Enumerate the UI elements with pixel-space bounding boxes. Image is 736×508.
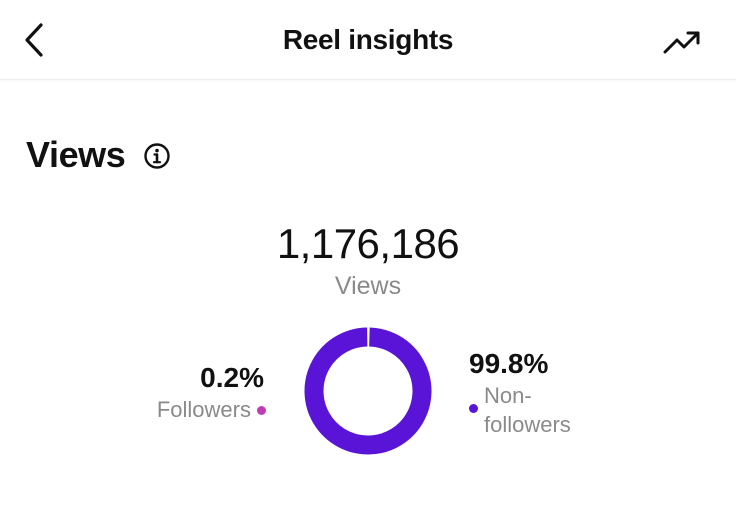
page-title: Reel insights xyxy=(282,24,454,55)
total-views-value: 1,176,186 xyxy=(276,220,460,267)
back-button[interactable] xyxy=(14,18,54,62)
trending-up-icon xyxy=(663,31,700,54)
top-bar: Reel insights xyxy=(0,0,736,80)
non-followers-label: Non-followers xyxy=(484,383,571,437)
chevron-left-icon xyxy=(25,23,43,57)
followers-percentage: 0.2% xyxy=(200,362,264,393)
views-section-title: Views xyxy=(26,134,126,175)
views-donut-chart xyxy=(304,327,432,455)
trends-button[interactable] xyxy=(658,20,706,64)
followers-label: Followers xyxy=(156,397,251,422)
followers-legend: Followers xyxy=(157,397,266,423)
info-icon[interactable] xyxy=(143,142,171,170)
donut-slice-non-followers xyxy=(304,327,432,455)
non-followers-dot xyxy=(469,404,478,413)
non-followers-percentage: 99.8% xyxy=(469,348,549,379)
followers-dot xyxy=(257,405,266,415)
non-followers-legend: Non-followers xyxy=(469,382,594,439)
total-views-label: Views xyxy=(334,272,402,300)
